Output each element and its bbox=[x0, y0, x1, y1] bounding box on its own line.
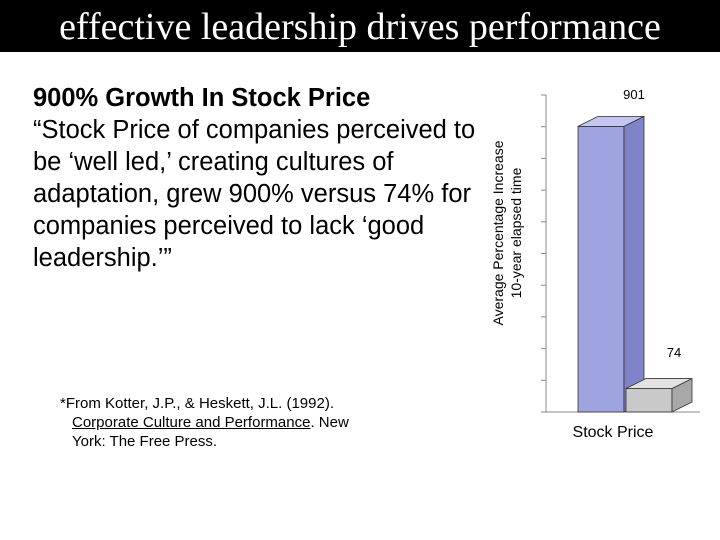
citation-line-1: *From Kotter, J.P., & Heskett, J.L. (199… bbox=[60, 395, 334, 412]
quote-text: “Stock Price of companies perceived to b… bbox=[33, 116, 476, 272]
citation-line-3: York: The Free Press. bbox=[72, 433, 218, 450]
bar-lack-leadership bbox=[625, 377, 693, 413]
citation-line-2-rest: . New bbox=[310, 414, 349, 431]
y-axis-sublabel: 10-year elapsed time bbox=[508, 167, 524, 298]
x-category-label: Stock Price bbox=[573, 424, 654, 441]
bar-well-led-side bbox=[623, 115, 645, 413]
title-bar: effective leadership drives performance bbox=[0, 0, 720, 52]
data-label-901: 901 bbox=[623, 87, 645, 102]
bar-well-led bbox=[577, 115, 645, 413]
citation-book-title: Corporate Culture and Performance bbox=[72, 414, 311, 431]
data-label-74: 74 bbox=[667, 345, 681, 360]
bars bbox=[577, 115, 693, 413]
headline: 900% Growth In Stock Price bbox=[33, 84, 371, 112]
citation-line-2: Corporate Culture and Performance. New bbox=[60, 413, 460, 432]
headline-block: 900% Growth In Stock Price “Stock Price … bbox=[33, 82, 483, 274]
slide-title: effective leadership drives performance bbox=[59, 6, 661, 48]
bar-well-led-front bbox=[577, 125, 625, 413]
bar-lack-leadership-top bbox=[625, 378, 693, 389]
y-axis-label: Average Percentage Increase bbox=[490, 140, 506, 325]
y-axis-ticks bbox=[541, 94, 546, 413]
citation: *From Kotter, J.P., & Heskett, J.L. (199… bbox=[60, 394, 460, 451]
bar-lack-leadership-front bbox=[625, 388, 673, 413]
bar-well-led-top bbox=[577, 115, 645, 127]
